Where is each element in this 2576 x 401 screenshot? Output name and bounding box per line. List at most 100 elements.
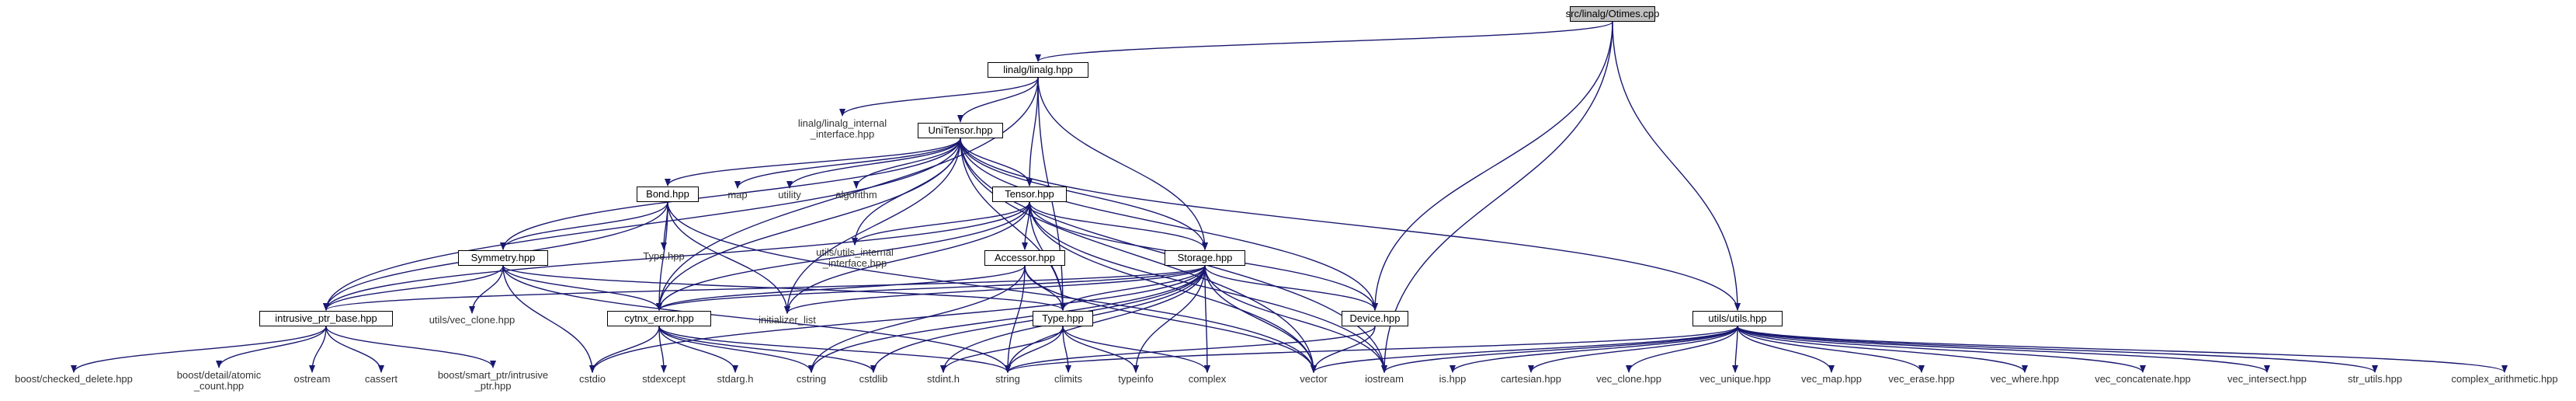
- node-bond[interactable]: Bond.hpp: [637, 187, 699, 202]
- edge-root-to-linalg: [1035, 21, 1613, 62]
- edge-bond-to-vector: [667, 201, 1317, 373]
- node-cassert: cassert: [357, 373, 405, 385]
- edge-unitensor-to-vector: [960, 138, 1317, 373]
- node-algorithm: algorithm: [829, 189, 884, 201]
- node-climits: climits: [1045, 373, 1092, 385]
- edge-symmetry-to-intrusive: [323, 265, 504, 311]
- edge-utils-to-string: [1005, 326, 1738, 373]
- edge-intrusive-to-ostream: [309, 326, 327, 373]
- node-complex-arith: complex_arithmetic.hpp: [2436, 373, 2573, 385]
- edge-storage-to-cstring: [808, 265, 1206, 373]
- node-label: vec_concatenate.hpp: [2095, 373, 2191, 385]
- edge-storage-to-init_list: [784, 265, 1206, 314]
- edge-bond-to-symmetry: [500, 201, 668, 250]
- edge-unitensor-to-type_hpp: [960, 138, 1066, 311]
- node-label: Symmetry.hpp: [470, 252, 536, 263]
- edge-utils-to-str_utils: [1737, 326, 2378, 373]
- node-atomic-count: boost/detail/atomic _count.hpp: [163, 368, 275, 393]
- edge-intrusive-to-atomic_count: [216, 326, 327, 368]
- node-vec-erase: vec_erase.hpp: [1883, 373, 1960, 385]
- node-label: str_utils.hpp: [2347, 373, 2403, 385]
- edge-storage-to-cstdio: [589, 265, 1206, 373]
- node-map: map: [720, 189, 755, 201]
- node-symmetry[interactable]: Symmetry.hpp: [458, 250, 548, 266]
- edge-type_hpp-to-stdint: [940, 326, 1064, 373]
- node-label: Bond.hpp: [646, 188, 689, 200]
- node-label: map: [727, 189, 748, 200]
- node-label: cartesian.hpp: [1500, 373, 1562, 385]
- edge-linalg-to-storage: [1037, 77, 1208, 250]
- edge-unitensor-to-bond: [665, 138, 961, 187]
- node-is-hpp: is.hpp: [1433, 373, 1472, 385]
- edge-storage-to-intrusive: [323, 265, 1206, 311]
- edge-tensor-to-vector: [1029, 201, 1317, 373]
- node-unitensor[interactable]: UniTensor.hpp: [918, 123, 1003, 138]
- node-label: iostream: [1365, 373, 1404, 385]
- node-label: Storage.hpp: [1177, 252, 1233, 263]
- edge-symmetry-to-string: [502, 265, 1011, 373]
- node-label: stdexcept: [642, 373, 686, 385]
- node-stdint: stdint.h: [919, 373, 967, 385]
- node-label: utility: [778, 189, 801, 200]
- edge-utils-to-vec_intersect: [1737, 326, 2270, 373]
- node-label: stdarg.h: [717, 373, 754, 385]
- node-label: Type.hpp: [1042, 312, 1084, 324]
- edge-storage-to-string: [1005, 265, 1206, 373]
- node-linalg[interactable]: linalg/linalg.hpp: [988, 62, 1088, 78]
- node-label: climits: [1054, 373, 1083, 385]
- node-label: linalg/linalg_internal _interface.hpp: [797, 117, 887, 140]
- edge-storage-to-iostream: [1204, 265, 1387, 373]
- node-label: vec_unique.hpp: [1699, 373, 1771, 385]
- edge-linalg-to-linalg_internal: [839, 77, 1039, 117]
- edge-intrusive-to-cassert: [325, 326, 384, 373]
- node-label: initializer_list: [759, 314, 816, 326]
- node-vec-unique: vec_unique.hpp: [1692, 373, 1778, 385]
- node-vec-intersect: vec_intersect.hpp: [2220, 373, 2314, 385]
- node-intrusive[interactable]: intrusive_ptr_base.hpp: [259, 311, 393, 326]
- edge-unitensor-to-symmetry: [500, 138, 961, 250]
- node-device[interactable]: Device.hpp: [1342, 311, 1408, 326]
- node-label: stdint.h: [927, 373, 960, 385]
- node-label: algorithm: [835, 189, 877, 200]
- node-cstdlib: cstdlib: [849, 373, 897, 385]
- node-utils-internal: utils/utils_internal _interface.hpp: [797, 246, 913, 270]
- node-vec-clone: vec_clone.hpp: [1588, 373, 1669, 385]
- node-vec-where: vec_where.hpp: [1984, 373, 2065, 385]
- node-string: string: [988, 373, 1028, 385]
- edge-utils-to-vec_erase: [1737, 326, 1925, 373]
- node-init-list: initializer_list: [742, 314, 832, 326]
- node-vec-clone-ext: utils/vec_clone.hpp: [419, 314, 525, 326]
- node-tensor[interactable]: Tensor.hpp: [992, 187, 1067, 202]
- node-label: src/linalg/Otimes.cpp: [1565, 8, 1660, 19]
- node-label: utils/utils_internal _interface.hpp: [816, 246, 894, 269]
- node-vec-concatenate: vec_concatenate.hpp: [2088, 373, 2197, 385]
- edge-tensor-to-intrusive: [323, 201, 1030, 311]
- node-checked-delete: boost/checked_delete.hpp: [0, 373, 148, 385]
- edge-intrusive-to-smart_ptr: [325, 326, 496, 368]
- edge-storage-to-cytnx_error: [656, 265, 1206, 311]
- edge-utils-to-is_hpp: [1449, 326, 1738, 373]
- edge-linalg-to-cytnx_error: [656, 77, 1039, 311]
- node-label: vec_intersect.hpp: [2227, 373, 2307, 385]
- node-label: Type.hpp: [643, 250, 685, 262]
- node-typeinfo: typeinfo: [1110, 373, 1161, 385]
- node-utils[interactable]: utils/utils.hpp: [1692, 311, 1783, 326]
- node-label: boost/checked_delete.hpp: [15, 373, 133, 385]
- node-storage[interactable]: Storage.hpp: [1165, 250, 1245, 266]
- node-type-hpp[interactable]: Type.hpp: [1033, 311, 1093, 326]
- node-cytnx-error[interactable]: cytnx_error.hpp: [607, 311, 711, 326]
- dependency-edges: [71, 21, 2508, 373]
- node-root[interactable]: src/linalg/Otimes.cpp: [1566, 6, 1659, 22]
- node-label: vector: [1300, 373, 1328, 385]
- node-label: boost/detail/atomic _count.hpp: [176, 369, 262, 392]
- edge-type_hpp-to-typeinfo: [1062, 326, 1139, 373]
- edge-accessor-to-string: [1005, 265, 1026, 373]
- node-label: linalg/linalg.hpp: [1003, 64, 1073, 75]
- node-label: cassert: [365, 373, 398, 385]
- edge-bond-to-init_list: [667, 201, 790, 314]
- node-label: vec_erase.hpp: [1888, 373, 1955, 385]
- node-label: UniTensor.hpp: [928, 124, 993, 136]
- node-accessor[interactable]: Accessor.hpp: [984, 250, 1065, 266]
- edge-unitensor-to-utils: [960, 138, 1741, 311]
- edge-utils-to-vec_clone: [1626, 326, 1738, 373]
